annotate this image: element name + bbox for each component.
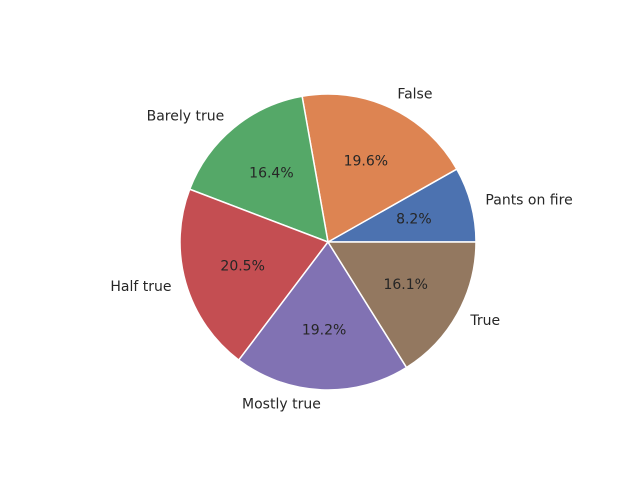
labels-layer: 8.2% Pants on fire 19.6% False 16.4% Barely t… bbox=[110, 87, 572, 413]
slices-layer bbox=[179, 93, 477, 391]
pct-label-pants-on-fire: 8.2% bbox=[396, 211, 432, 227]
slice-label-mostly-true: Mostly true bbox=[242, 397, 321, 413]
pie-slice-true bbox=[327, 241, 477, 369]
pie-slice-barely-true bbox=[188, 95, 329, 243]
pct-label-true: 16.1% bbox=[383, 277, 427, 293]
slice-label-half-true: Half true bbox=[110, 279, 171, 295]
pie-slice-half-true bbox=[179, 188, 329, 361]
slice-label-true: True bbox=[469, 313, 500, 329]
pie-slice-mostly-true bbox=[238, 241, 408, 391]
pie-slice-false bbox=[301, 93, 458, 243]
pct-label-half-true: 20.5% bbox=[220, 259, 264, 275]
pct-label-mostly-true: 19.2% bbox=[302, 323, 346, 339]
pct-label-barely-true: 16.4% bbox=[249, 166, 293, 182]
pct-label-false: 19.6% bbox=[344, 154, 388, 170]
slice-label-false: False bbox=[397, 87, 432, 103]
slice-label-barely-true: Barely true bbox=[147, 109, 225, 125]
slice-label-pants-on-fire: Pants on fire bbox=[485, 193, 572, 209]
